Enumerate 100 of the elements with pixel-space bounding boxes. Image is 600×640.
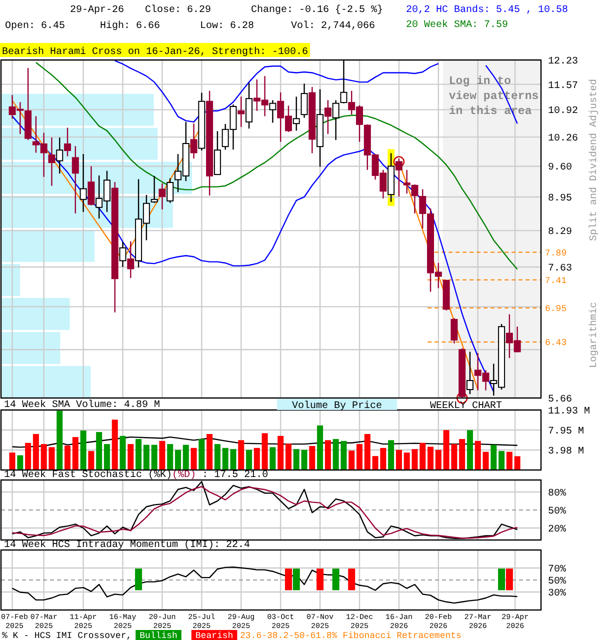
bar xyxy=(25,442,32,470)
bar xyxy=(262,433,268,470)
candlestick xyxy=(246,82,253,130)
bar xyxy=(254,448,260,470)
bar xyxy=(388,440,394,470)
line-series xyxy=(12,566,518,604)
bar xyxy=(1,298,70,330)
bar xyxy=(301,450,308,470)
bar xyxy=(1,230,95,262)
legend-title: % K - HCS IMI Crossover, xyxy=(2,631,132,640)
bar xyxy=(206,434,213,470)
bar xyxy=(88,451,94,470)
y-axis-title: Split and Dividend Adjusted xyxy=(588,78,600,242)
bar xyxy=(32,434,39,470)
bar xyxy=(174,450,181,470)
candlestick xyxy=(395,158,402,198)
text: Bullish xyxy=(140,631,178,640)
bar xyxy=(167,444,174,470)
bar xyxy=(435,450,442,470)
y-tick-label: 8.29 xyxy=(548,227,572,238)
bar xyxy=(143,444,150,470)
y-tick-label: 50% xyxy=(548,576,566,588)
bar xyxy=(80,430,86,470)
bar xyxy=(238,440,244,470)
bar xyxy=(190,448,197,470)
bar xyxy=(285,444,292,470)
text: Logarithmic xyxy=(588,302,600,368)
bar xyxy=(112,420,118,470)
chart-subtitle: : 17.5 21.0 xyxy=(196,470,268,481)
bar xyxy=(246,450,252,470)
bar xyxy=(474,440,481,470)
y-tick-label: 12.23 xyxy=(548,56,578,68)
y-tick-label: 11.57 xyxy=(548,80,578,92)
candlestick xyxy=(48,136,56,186)
bar xyxy=(270,447,276,470)
y-tick-label: 20% xyxy=(548,524,566,536)
candlestick xyxy=(127,240,134,279)
bar xyxy=(428,446,434,470)
bar xyxy=(293,449,300,470)
candlestick xyxy=(292,96,300,132)
y-tick-label: 10.26 xyxy=(548,134,578,145)
text: 29-Apr-26 xyxy=(70,5,124,16)
bar xyxy=(151,444,158,470)
text: Bearish xyxy=(195,631,234,640)
candlestick xyxy=(72,146,79,214)
y-tick-label: 11.93 M xyxy=(548,406,590,418)
candlestick xyxy=(466,351,474,395)
chart-title: 14 Week SMA Volume: 4.89 M xyxy=(4,399,160,411)
bar xyxy=(459,439,466,470)
bar xyxy=(120,436,126,470)
bar xyxy=(17,455,24,470)
text: Close: 6.29 xyxy=(145,4,212,16)
text: High: 6.66 xyxy=(100,20,160,32)
candlestick xyxy=(332,100,340,141)
bar xyxy=(159,440,166,470)
chart-title: 14 Week Fast Stochastic xyxy=(4,469,142,481)
bar xyxy=(324,440,331,470)
y-tick-label: 7.63 xyxy=(548,263,572,274)
bar xyxy=(482,452,489,470)
y-tick-label: 3.98 M xyxy=(548,446,584,458)
bar xyxy=(396,450,402,470)
bar xyxy=(136,439,142,470)
y-tick-label: 8.95 xyxy=(548,193,572,204)
text: 20 Week SMA: 7.59 xyxy=(406,19,508,31)
bar xyxy=(364,434,370,470)
bar xyxy=(1,94,154,126)
bar xyxy=(490,444,497,470)
candlestick xyxy=(450,318,458,344)
bar xyxy=(466,430,473,470)
bar xyxy=(506,452,512,470)
bar xyxy=(198,439,205,470)
y-tick-label: 7.95 M xyxy=(548,426,584,438)
y-tick-label: 9.60 xyxy=(548,162,572,174)
text: 23.6-38.2-50-61.8% Fibonacci Retracements xyxy=(240,631,462,640)
bar xyxy=(514,456,520,470)
annotation: Volume By Price xyxy=(292,400,382,412)
bar xyxy=(348,450,355,470)
text: Low: 6.28 xyxy=(200,21,254,32)
series-label: (%D) xyxy=(172,469,196,481)
ref-line-label: 6.43 xyxy=(545,338,567,348)
y-tick-label: 50% xyxy=(548,506,566,518)
text: Bearish Harami Cross on 16-Jan-26, Strength: -100.6 xyxy=(2,46,308,58)
ref-line-label: 7.89 xyxy=(545,248,567,258)
text: 20,2 HC Bands: 5.45 , 10.58 xyxy=(406,4,568,16)
y-tick-label: 5.66 xyxy=(548,394,572,406)
annotation: WEEKLY CHART xyxy=(430,401,502,412)
bar xyxy=(96,432,102,470)
candlestick xyxy=(324,100,332,135)
candlestick xyxy=(64,127,72,157)
bar xyxy=(104,444,110,470)
candlestick xyxy=(190,122,198,160)
ref-line-label: 6.95 xyxy=(545,304,567,314)
bar xyxy=(1,332,60,364)
bar xyxy=(356,444,362,470)
y-tick-label: 70% xyxy=(548,564,566,576)
bar xyxy=(214,444,220,470)
bar xyxy=(182,444,189,470)
bar xyxy=(64,446,71,470)
text: Vol: 2,744,066 xyxy=(291,20,376,32)
y-tick-label: 10.92 xyxy=(548,106,578,118)
